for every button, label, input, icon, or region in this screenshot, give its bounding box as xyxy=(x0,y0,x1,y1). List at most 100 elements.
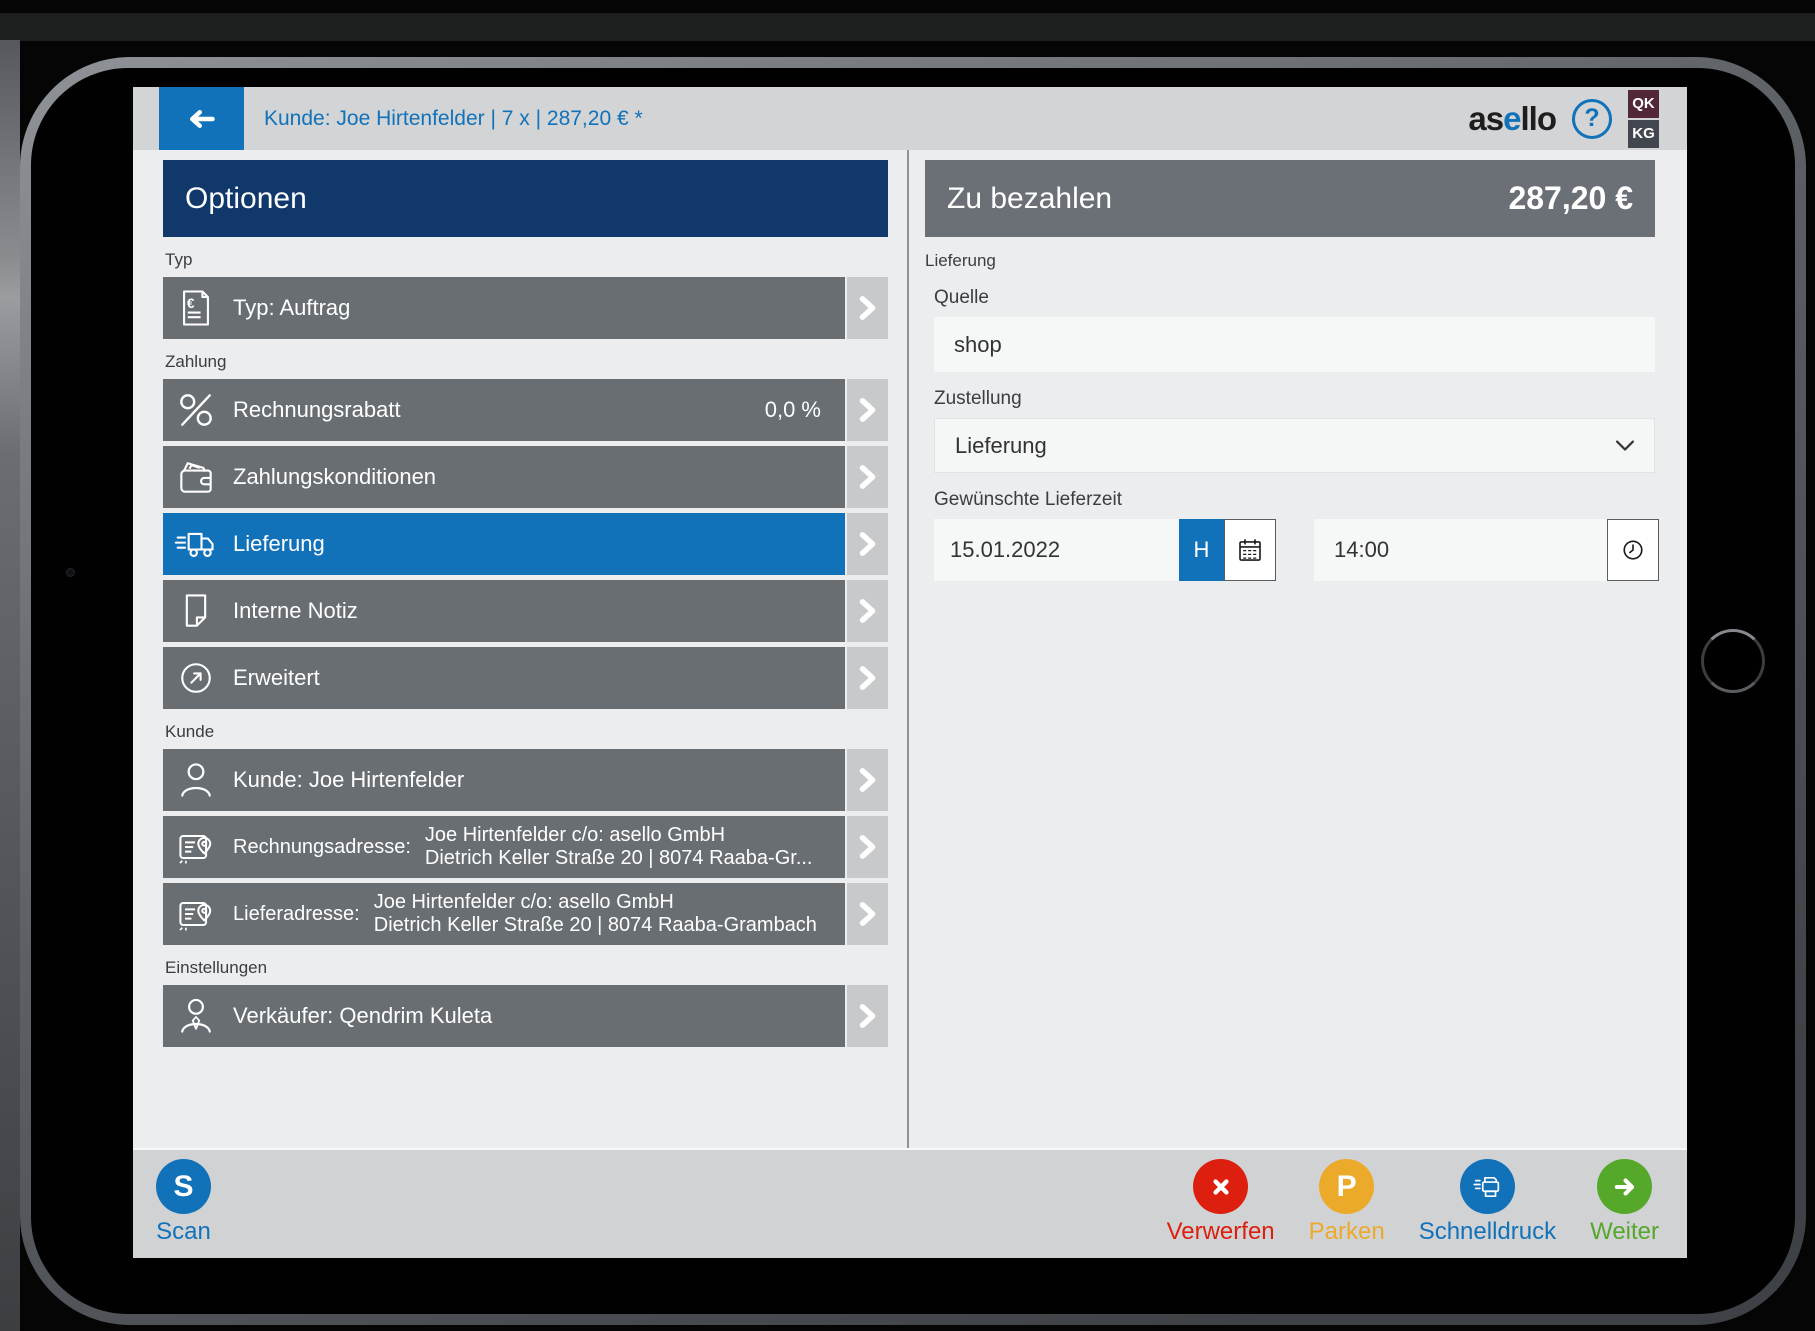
time-group: 14:00 xyxy=(1314,519,1659,581)
option-row-label: Rechnungsadresse: xyxy=(233,835,411,858)
chevron-right-icon xyxy=(847,749,888,811)
svg-text:€: € xyxy=(187,296,195,311)
discount-value: 0,0 % xyxy=(764,397,821,422)
chevron-right-icon xyxy=(847,647,888,709)
chevron-right-icon xyxy=(847,985,888,1047)
options-panel-header: Optionen xyxy=(163,160,888,237)
asello-logo: asello xyxy=(1468,99,1557,138)
footer-actions: Verwerfen P Parken Schnelldruck Weit xyxy=(1167,1159,1659,1246)
zustellung-label: Zustellung xyxy=(934,388,1022,409)
scan-label: Scan xyxy=(156,1218,211,1245)
zustellung-selected-value: Lieferung xyxy=(955,432,1047,458)
option-row-interne-notiz[interactable]: Interne Notiz xyxy=(163,580,888,642)
payment-header: Zu bezahlen 287,20 € xyxy=(925,160,1655,237)
help-icon[interactable]: ? xyxy=(1572,98,1612,139)
lieferzeit-label: Gewünschte Lieferzeit xyxy=(934,489,1122,510)
address-card-icon xyxy=(173,824,219,870)
top-bar: Kunde: Joe Hirtenfelder | 7 x | 287,20 €… xyxy=(133,87,1687,150)
chevron-right-icon xyxy=(847,513,888,575)
wallet-icon xyxy=(173,454,219,500)
tablet-camera xyxy=(66,568,75,577)
schnelldruck-button[interactable]: Schnelldruck xyxy=(1419,1159,1556,1246)
option-row-lieferadresse[interactable]: Lieferadresse: Joe Hirtenfelder c/o: ase… xyxy=(163,883,888,945)
chevron-right-icon xyxy=(847,277,888,339)
zustellung-select[interactable]: Lieferung xyxy=(934,418,1655,473)
chevron-right-icon xyxy=(847,883,888,945)
date-input[interactable]: 15.01.2022 xyxy=(934,519,1179,581)
truck-icon xyxy=(173,521,219,567)
percent-icon xyxy=(173,387,219,433)
top-bar-right: asello ? QK KG xyxy=(1468,87,1659,150)
option-row-label: Lieferadresse: xyxy=(233,902,360,925)
option-row-zahlungskonditionen[interactable]: Zahlungskonditionen xyxy=(163,446,888,508)
question-glyph: ? xyxy=(1584,104,1600,132)
calendar-icon xyxy=(1235,535,1265,565)
x-icon xyxy=(1193,1159,1249,1214)
user-badges: QK KG xyxy=(1628,89,1659,148)
park-icon: P xyxy=(1319,1159,1375,1214)
parken-button[interactable]: P Parken xyxy=(1309,1159,1385,1246)
section-label-einstellungen: Einstellungen xyxy=(165,958,268,977)
verwerfen-button[interactable]: Verwerfen xyxy=(1167,1159,1275,1246)
option-row-label: Verkäufer: Qendrim Kuleta xyxy=(233,1003,493,1028)
verwerfen-label: Verwerfen xyxy=(1166,1218,1275,1245)
background-strip xyxy=(0,13,1815,41)
clock-button[interactable] xyxy=(1607,519,1659,581)
option-row-lieferung[interactable]: Lieferung xyxy=(163,513,888,575)
option-row-erweitert[interactable]: Erweitert xyxy=(163,647,888,709)
option-row-verkaeufer[interactable]: Verkäufer: Qendrim Kuleta xyxy=(163,985,888,1047)
address-value: Joe Hirtenfelder c/o: asello GmbH Dietri… xyxy=(374,891,817,937)
back-button[interactable] xyxy=(159,87,244,150)
badge-kg[interactable]: KG xyxy=(1628,119,1659,148)
chevron-right-icon xyxy=(847,816,888,878)
person-icon xyxy=(173,757,219,803)
option-row-rechnungsadresse[interactable]: Rechnungsadresse: Joe Hirtenfelder c/o: … xyxy=(163,816,888,878)
section-label-zahlung: Zahlung xyxy=(165,352,227,371)
payment-amount: 287,20 € xyxy=(1508,180,1633,216)
app-screen: Kunde: Joe Hirtenfelder | 7 x | 287,20 €… xyxy=(133,87,1687,1258)
lieferzeit-row: 15.01.2022 H 14:00 xyxy=(934,519,1659,581)
logo-text: llo xyxy=(1520,99,1557,137)
option-row-label: Rechnungsrabatt xyxy=(233,397,401,422)
chevron-right-icon xyxy=(847,580,888,642)
address-value: Joe Hirtenfelder c/o: asello GmbH Dietri… xyxy=(425,824,813,870)
chevron-right-icon xyxy=(847,446,888,508)
option-row-typ[interactable]: € Typ: Auftrag xyxy=(163,277,888,339)
address-line: Dietrich Keller Straße 20 | 8074 Raaba-G… xyxy=(424,847,813,869)
option-row-label: Interne Notiz xyxy=(233,598,358,623)
address-card-icon xyxy=(173,891,219,937)
note-icon xyxy=(173,588,219,634)
option-row-label: Typ: Auftrag xyxy=(233,295,351,320)
option-row-label: Kunde: Joe Hirtenfelder xyxy=(233,767,465,792)
chevron-down-icon xyxy=(1614,439,1636,453)
weiter-label: Weiter xyxy=(1590,1218,1659,1245)
logo-accent: e xyxy=(1503,99,1521,137)
today-button[interactable]: H xyxy=(1179,519,1224,581)
chevron-right-icon xyxy=(847,379,888,441)
back-arrow-icon xyxy=(187,107,217,131)
option-row-label: Zahlungskonditionen xyxy=(233,464,437,489)
arrow-right-icon xyxy=(1597,1159,1653,1214)
option-row-kunde[interactable]: Kunde: Joe Hirtenfelder xyxy=(163,749,888,811)
main-area: Optionen Typ € Typ: Auftrag Zahlung xyxy=(133,150,1687,1148)
parken-label: Parken xyxy=(1308,1218,1385,1245)
quelle-input[interactable]: shop xyxy=(934,317,1655,372)
options-panel: Optionen Typ € Typ: Auftrag Zahlung xyxy=(133,150,907,1148)
person-tie-icon xyxy=(173,993,219,1039)
address-line: Dietrich Keller Straße 20 | 8074 Raaba-G… xyxy=(373,914,817,936)
address-line: Joe Hirtenfelder c/o: asello GmbH xyxy=(373,891,674,913)
time-input[interactable]: 14:00 xyxy=(1314,519,1607,581)
printer-icon xyxy=(1459,1159,1515,1214)
page-title: Kunde: Joe Hirtenfelder | 7 x | 287,20 €… xyxy=(264,106,643,130)
weiter-button[interactable]: Weiter xyxy=(1590,1159,1659,1246)
badge-qk[interactable]: QK xyxy=(1628,89,1659,118)
calendar-button[interactable] xyxy=(1224,519,1276,581)
option-row-rechnungsrabatt[interactable]: Rechnungsrabatt 0,0 % xyxy=(163,379,888,441)
invoice-icon: € xyxy=(173,285,219,331)
tablet-home-button[interactable] xyxy=(1701,629,1765,693)
address-line: Joe Hirtenfelder c/o: asello GmbH xyxy=(424,824,726,846)
date-group: 15.01.2022 H xyxy=(934,519,1276,581)
section-label-kunde: Kunde xyxy=(165,722,215,741)
scan-button[interactable]: S Scan xyxy=(156,1159,211,1246)
